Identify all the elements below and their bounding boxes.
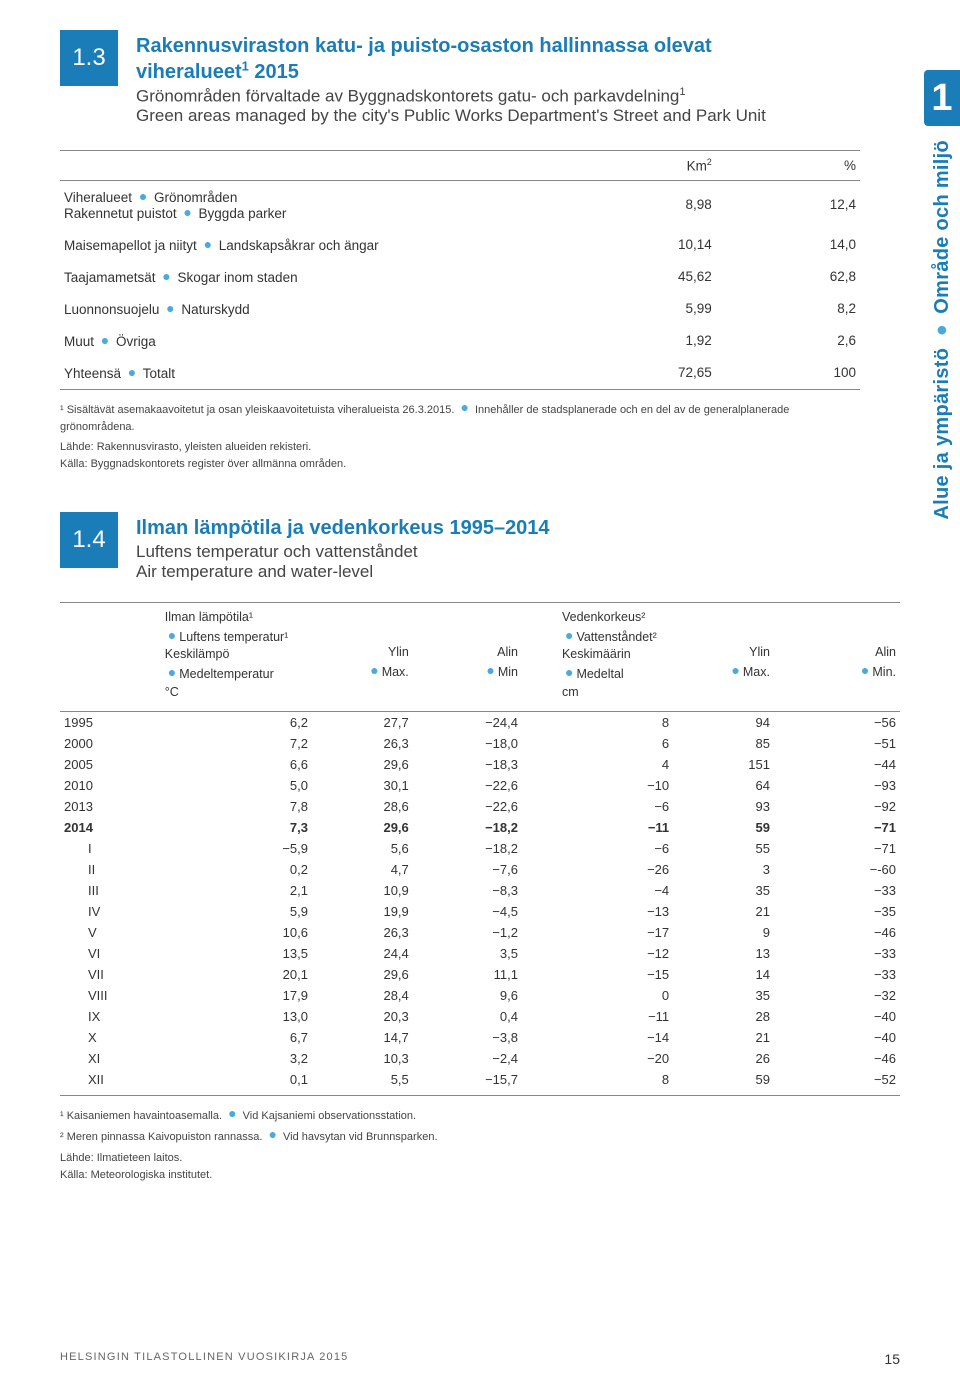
col-pct: % xyxy=(716,151,860,181)
table-row: V10,626,3−1,2−179−46 xyxy=(60,922,900,943)
footnotes-13: ¹ Sisältävät asemakaavoitetut ja osan yl… xyxy=(60,398,860,473)
section-titles: Rakennusviraston katu- ja puisto-osaston… xyxy=(136,30,766,126)
table-row: III2,110,9−8,3−435−33 xyxy=(60,880,900,901)
fn2-fi: ² Meren pinnassa Kaivopuiston rannassa. xyxy=(60,1131,262,1143)
section-header: 1.3 Rakennusviraston katu- ja puisto-osa… xyxy=(60,30,860,126)
temperature-water-table: Ilman lämpötila¹ ●Luftens temperatur¹ Ke… xyxy=(60,602,900,1096)
bullet-icon: ● xyxy=(265,1126,279,1142)
table-row: 19956,227,7−24,4894−56 xyxy=(60,712,900,734)
label-sv: Område och miljö xyxy=(931,140,953,314)
hdr-tmin: Alin ●Min xyxy=(413,603,522,712)
title-fi-line1: Rakennusviraston katu- ja puisto-osaston… xyxy=(136,35,712,57)
table-row: XI3,210,3−2,4−2026−46 xyxy=(60,1048,900,1069)
title-en: Air temperature and water-level xyxy=(136,562,550,582)
label-fi: Alue ja ympäristö xyxy=(931,348,953,520)
table-row: Yhteensä ● Totalt72,65100 xyxy=(60,357,860,390)
fn1-fi: ¹ Sisältävät asemakaavoitetut ja osan yl… xyxy=(60,404,454,416)
hdr-wmin: Alin ●Min. xyxy=(774,603,900,712)
table-row: 20147,329,6−18,2−1159−71 xyxy=(60,817,900,838)
table-row: VI13,524,43,5−1213−33 xyxy=(60,943,900,964)
footnotes-14: ¹ Kaisaniemen havaintoasemalla. ● Vid Ka… xyxy=(60,1104,900,1183)
section-header: 1.4 Ilman lämpötila ja vedenkorkeus 1995… xyxy=(60,512,900,582)
vertical-section-label: Alue ja ympäristö ● Område och miljö xyxy=(931,140,954,520)
page-chapter-tab: 1 xyxy=(924,70,960,126)
col-km: Km2 xyxy=(540,151,716,181)
table-row: Muut ● Övriga1,922,6 xyxy=(60,325,860,357)
table-row: XII0,15,5−15,7859−52 xyxy=(60,1069,900,1096)
hdr-tmax: Ylin ●Max. xyxy=(312,603,413,712)
section-number: 1.3 xyxy=(60,30,118,86)
section-1-4: 1.4 Ilman lämpötila ja vedenkorkeus 1995… xyxy=(60,512,900,1183)
bullet-icon: ● xyxy=(225,1105,239,1121)
bullet-icon: ● xyxy=(457,399,471,415)
table-row: 20137,828,6−22,6−693−92 xyxy=(60,796,900,817)
title-fi: Rakennusviraston katu- ja puisto-osaston… xyxy=(136,34,766,84)
table-row: 20105,030,1−22,6−1064−93 xyxy=(60,775,900,796)
src-fi: Lähde: Ilmatieteen laitos. xyxy=(60,1150,900,1167)
table-row: VII20,129,611,1−1514−33 xyxy=(60,964,900,985)
section-titles: Ilman lämpötila ja vedenkorkeus 1995–201… xyxy=(136,512,550,582)
fn1-sv: Vid Kajsaniemi observationsstation. xyxy=(243,1110,416,1122)
table-row: Viheralueet ● GrönområdenRakennetut puis… xyxy=(60,180,860,229)
src-fi: Lähde: Rakennusvirasto, yleisten alueide… xyxy=(60,439,860,456)
src-sv: Källa: Byggnadskontorets register över a… xyxy=(60,456,860,473)
section-number: 1.4 xyxy=(60,512,118,568)
table-row: Maisemapellot ja niityt ● Landskapsåkrar… xyxy=(60,229,860,261)
title-sv: Grönområden förvaltade av Byggnadskontor… xyxy=(136,86,766,107)
bullet-icon: ● xyxy=(931,320,953,342)
section-1-3: 1.3 Rakennusviraston katu- ja puisto-osa… xyxy=(60,30,900,472)
title-fi-line2: viheralueet1 2015 xyxy=(136,61,299,83)
table-row: I−5,95,6−18,2−655−71 xyxy=(60,838,900,859)
hdr-water: Vedenkorkeus² ●Vattenståndet² Keskimääri… xyxy=(522,603,673,712)
fn2-sv: Vid havsytan vid Brunnsparken. xyxy=(283,1131,438,1143)
table-row: Luonnonsuojelu ● Naturskydd5,998,2 xyxy=(60,293,860,325)
table-row: IX13,020,30,4−1128−40 xyxy=(60,1006,900,1027)
fn1-fi: ¹ Kaisaniemen havaintoasemalla. xyxy=(60,1110,222,1122)
table-row: X6,714,7−3,8−1421−40 xyxy=(60,1027,900,1048)
hdr-temp: Ilman lämpötila¹ ●Luftens temperatur¹ Ke… xyxy=(161,603,312,712)
table-row: IV5,919,9−4,5−1321−35 xyxy=(60,901,900,922)
table-row: 20007,226,3−18,0685−51 xyxy=(60,733,900,754)
green-areas-table: Km2 % Viheralueet ● GrönområdenRakennetu… xyxy=(60,150,860,390)
src-sv: Källa: Meteorologiska institutet. xyxy=(60,1167,900,1184)
table-row: II0,24,7−7,6−263−-60 xyxy=(60,859,900,880)
title-sv: Luftens temperatur och vattenståndet xyxy=(136,542,550,562)
hdr-wmax: Ylin ●Max. xyxy=(673,603,774,712)
title-fi: Ilman lämpötila ja vedenkorkeus 1995–201… xyxy=(136,516,550,540)
table-row: 20056,629,6−18,34151−44 xyxy=(60,754,900,775)
table-row: Taajamametsät ● Skogar inom staden45,626… xyxy=(60,261,860,293)
table-row: VIII17,928,49,6035−32 xyxy=(60,985,900,1006)
title-en: Green areas managed by the city's Public… xyxy=(136,106,766,126)
